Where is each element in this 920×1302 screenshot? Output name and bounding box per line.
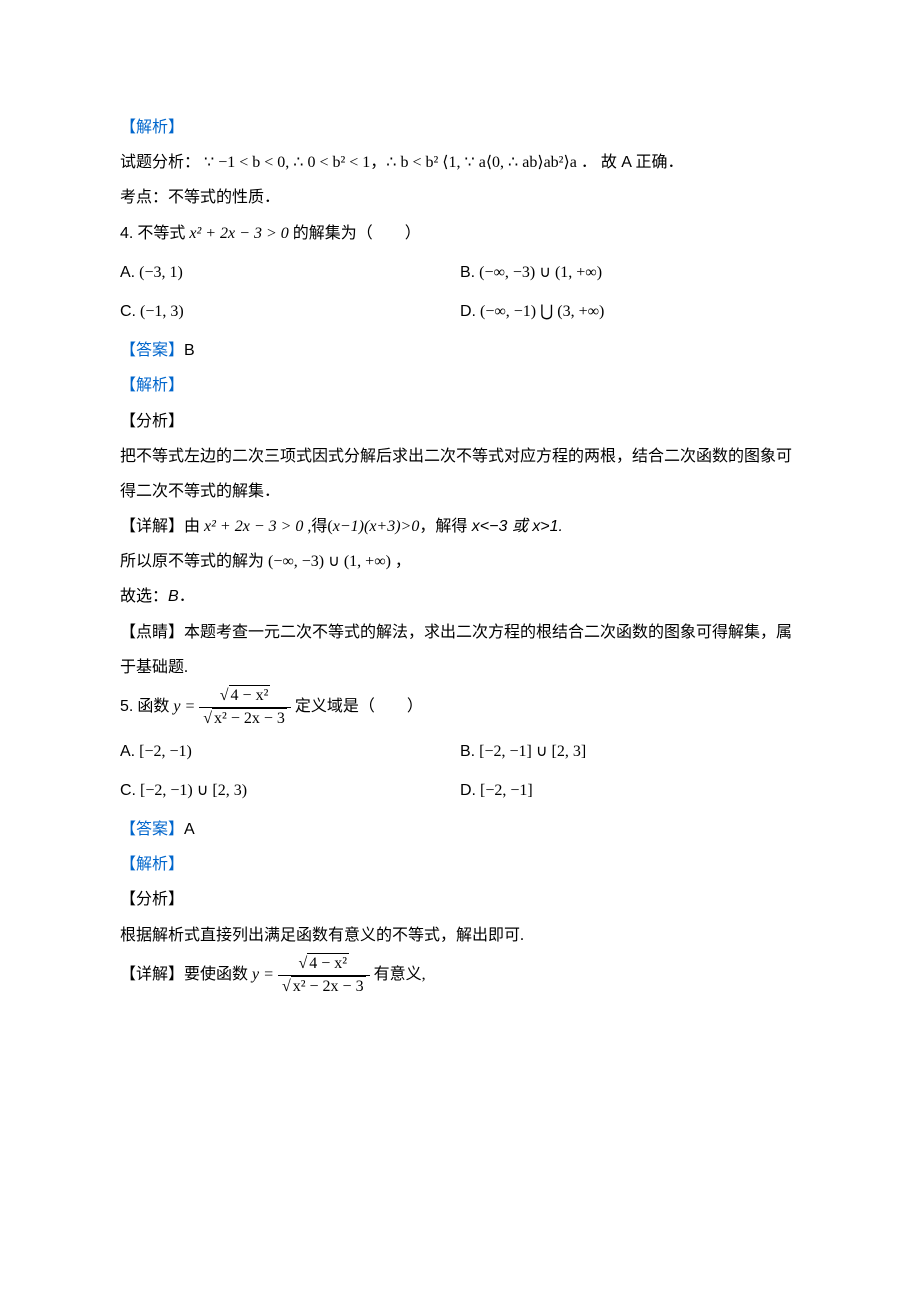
q5-xj-frac-den: x² − 2x − 3 xyxy=(291,976,366,998)
q4-stem: 4. 不等式 x² + 2x − 3 > 0 的解集为（ ） xyxy=(120,216,800,251)
q4-stem-math: x² + 2x − 3 > 0 xyxy=(189,225,288,242)
q5-optA-value: [−2, −1) xyxy=(139,743,192,760)
q4-xiangjie-math1: x² + 2x − 3 > 0 xyxy=(204,518,303,535)
q4-xiangjie-line2-suffix: ， xyxy=(395,553,411,570)
q5-option-c: C. [−2, −1) ∪ [2, 3) xyxy=(120,773,460,808)
q4-options-row1: A. (−3, 1) B. (−∞, −3) ∪ (1, +∞) xyxy=(120,255,800,290)
sqrt-icon: x² − 2x − 3 xyxy=(203,708,287,730)
q5-fraction: 4 − x² x² − 2x − 3 xyxy=(199,685,291,730)
q4-fenxi-text: 把不等式左边的二次三项式因式分解后求出二次不等式对应方程的两根，结合二次函数的图… xyxy=(120,439,800,509)
q5-number: 5. xyxy=(120,698,133,715)
q4-xiangjie-label: 【详解】 xyxy=(120,518,184,535)
q5-optA-label: A. xyxy=(120,743,135,760)
q5-frac-den: x² − 2x − 3 xyxy=(212,708,287,730)
q4-dianjing-text: 本题考查一元二次不等式的解法，求出二次方程的根结合二次函数的图象可得解集，属于基… xyxy=(120,624,792,676)
q3-analysis-suffix: 故 A 正确． xyxy=(601,154,684,171)
q5-option-b: B. [−2, −1] ∪ [2, 3] xyxy=(460,734,800,769)
q4-options-row2: C. (−1, 3) D. (−∞, −1) ⋃ (3, +∞) xyxy=(120,294,800,329)
q4-daan-label: 【答案】 xyxy=(120,342,184,359)
q4-option-c: C. (−1, 3) xyxy=(120,294,460,329)
q4-stem-suffix: 的解集为（ ） xyxy=(293,225,421,242)
q4-xiangjie-mid1: ,得( xyxy=(303,518,332,535)
q5-stem-suffix: 定义域是（ ） xyxy=(295,698,423,715)
q4-xiangjie-mid2: ，解得 xyxy=(419,518,467,535)
q4-xiangjie-line1: 【详解】由 x² + 2x − 3 > 0 ,得(x−1)(x+3)>0，解得 … xyxy=(120,509,800,544)
q4-xiangjie-prefix: 由 xyxy=(184,518,200,535)
q5-options-row2: C. [−2, −1) ∪ [2, 3) D. [−2, −1] xyxy=(120,773,800,808)
q5-xiangjie-label: 【详解】 xyxy=(120,966,184,983)
q3-kaodian: 考点：不等式的性质． xyxy=(120,180,800,215)
q5-daan: 【答案】A xyxy=(120,812,800,847)
q5-stem: 5. 函数 y = 4 − x² x² − 2x − 3 定义域是（ ） xyxy=(120,685,800,730)
q5-optD-label: D. xyxy=(460,782,476,799)
q4-xiangjie-line2: 所以原不等式的解为 (−∞, −3) ∪ (1, +∞) ， xyxy=(120,544,800,579)
q4-option-d: D. (−∞, −1) ⋃ (3, +∞) xyxy=(460,294,800,329)
q4-xiangjie-cond: x<−3 或 x>1. xyxy=(467,518,563,535)
q5-fenxi-label: 【分析】 xyxy=(120,882,800,917)
q3-analysis: 试题分析： ∵ −1 < b < 0, ∴ 0 < b² < 1，∴ b < b… xyxy=(120,145,800,180)
q5-xiangjie-y-eq: y = xyxy=(252,966,274,983)
q5-option-a: A. [−2, −1) xyxy=(120,734,460,769)
q5-y-eq: y = xyxy=(173,698,195,715)
q5-xiangjie-suffix: 有意义, xyxy=(374,966,426,983)
q4-fenxi-label: 【分析】 xyxy=(120,404,800,439)
q5-optC-label: C. xyxy=(120,782,136,799)
q4-optC-value: (−1, 3) xyxy=(140,303,184,320)
q4-dianjing-label: 【点睛】 xyxy=(120,624,184,641)
q4-number: 4. xyxy=(120,225,133,242)
sqrt-icon: x² − 2x − 3 xyxy=(282,976,366,998)
q4-stem-prefix: 不等式 xyxy=(137,225,185,242)
q4-jiexi-label: 【解析】 xyxy=(120,368,800,403)
q4-guxuan: 故选：B． xyxy=(120,579,800,614)
q5-jiexi-label: 【解析】 xyxy=(120,847,800,882)
q5-option-d: D. [−2, −1] xyxy=(460,773,800,808)
q4-daan: 【答案】B xyxy=(120,333,800,368)
q5-daan-value: A xyxy=(184,821,195,838)
sqrt-icon: 4 − x² xyxy=(298,953,349,975)
q3-jiexi-label: 【解析】 xyxy=(120,110,800,145)
q5-frac-num: 4 − x² xyxy=(229,685,271,707)
q4-dianjing: 【点睛】本题考查一元二次不等式的解法，求出二次方程的根结合二次函数的图象可得解集… xyxy=(120,615,800,685)
q4-option-a: A. (−3, 1) xyxy=(120,255,460,290)
q4-guxuan-period: ． xyxy=(179,588,195,605)
q5-fenxi-text: 根据解析式直接列出满足函数有意义的不等式，解出即可. xyxy=(120,918,800,953)
q4-guxuan-label: 故选： xyxy=(120,588,168,605)
q4-optC-label: C. xyxy=(120,303,136,320)
q4-optA-value: (−3, 1) xyxy=(139,264,183,281)
q5-xiangjie-fraction: 4 − x² x² − 2x − 3 xyxy=(278,953,370,998)
q4-optA-label: A. xyxy=(120,264,135,281)
sqrt-icon: 4 − x² xyxy=(220,685,271,707)
q3-kaodian-label: 考点： xyxy=(120,189,168,206)
q3-analysis-math: ∵ −1 < b < 0, ∴ 0 < b² < 1，∴ b < b² ⟨1, … xyxy=(204,154,597,171)
q5-xiangjie-prefix: 要使函数 xyxy=(184,966,248,983)
q4-guxuan-ans: B xyxy=(168,588,179,605)
q4-xiangjie-line2-prefix: 所以原不等式的解为 xyxy=(120,553,264,570)
q5-optB-value: [−2, −1] ∪ [2, 3] xyxy=(479,743,586,760)
q4-xiangjie-factor: x−1)(x+3)>0 xyxy=(333,518,420,535)
q4-option-b: B. (−∞, −3) ∪ (1, +∞) xyxy=(460,255,800,290)
q5-stem-prefix: 函数 xyxy=(137,698,169,715)
q3-analysis-prefix: 试题分析： xyxy=(120,154,200,171)
q5-optC-value: [−2, −1) ∪ [2, 3) xyxy=(140,782,247,799)
q5-optD-value: [−2, −1] xyxy=(480,782,533,799)
q3-kaodian-text: 不等式的性质． xyxy=(168,189,280,206)
q4-xiangjie-line2-math: (−∞, −3) ∪ (1, +∞) xyxy=(268,553,391,570)
q4-optB-value: (−∞, −3) ∪ (1, +∞) xyxy=(479,264,602,281)
q5-options-row1: A. [−2, −1) B. [−2, −1] ∪ [2, 3] xyxy=(120,734,800,769)
q4-optD-value: (−∞, −1) ⋃ (3, +∞) xyxy=(480,303,604,320)
q4-optD-label: D. xyxy=(460,303,476,320)
q4-daan-value: B xyxy=(184,342,195,359)
q5-daan-label: 【答案】 xyxy=(120,821,184,838)
q5-optB-label: B. xyxy=(460,743,475,760)
q5-xj-frac-num: 4 − x² xyxy=(307,953,349,975)
q4-optB-label: B. xyxy=(460,264,475,281)
q5-xiangjie: 【详解】要使函数 y = 4 − x² x² − 2x − 3 有意义, xyxy=(120,953,800,998)
